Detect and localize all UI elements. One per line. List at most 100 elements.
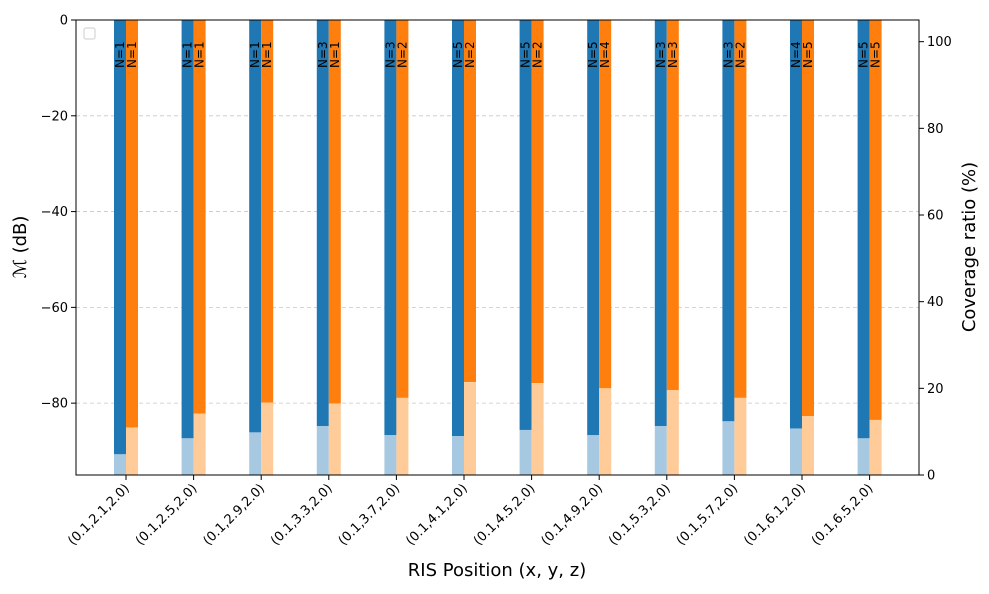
n-label: N=5 (519, 41, 533, 68)
right-y-axis: 0 20 40 60 80 100 (919, 35, 952, 484)
metric-bar (869, 20, 882, 420)
x-tick-label: (0.1,2.9,2.0) (201, 481, 268, 548)
n-label: N=4 (789, 41, 803, 68)
bars (114, 20, 882, 475)
metric-bar (587, 20, 600, 436)
x-tick-label: (0.1,6.5,2.0) (809, 481, 876, 548)
metric-bar (328, 20, 341, 404)
right-y-tick-label: 80 (927, 122, 944, 137)
left-y-tick-label: −60 (41, 301, 68, 316)
right-y-tick-label: 0 (927, 469, 935, 484)
metric-bar (452, 20, 464, 437)
metric-bar (802, 20, 814, 417)
coverage-bar (114, 454, 126, 475)
x-tick-label: (0.1,5.7,2.0) (674, 481, 741, 548)
x-tick-label: (0.1,4.1,2.0) (403, 481, 470, 548)
n-label: N=5 (869, 41, 883, 68)
metric-bar (722, 20, 735, 422)
n-label: N=2 (463, 41, 477, 68)
n-label: N=1 (193, 41, 207, 68)
n-label: N=2 (733, 41, 747, 68)
metric-bar (857, 20, 870, 439)
n-label: N=5 (451, 41, 465, 68)
n-label: N=2 (395, 41, 409, 68)
coverage-bar (464, 382, 476, 475)
coverage-bar (181, 438, 194, 475)
metric-bar (790, 20, 802, 429)
x-tick-label: (0.1,2.5,2.0) (133, 481, 200, 548)
metric-bar (531, 20, 544, 384)
coverage-bar (519, 429, 532, 475)
metric-bar (249, 20, 262, 433)
metric-bar (734, 20, 747, 398)
metric-bar (181, 20, 194, 439)
coverage-bar (396, 397, 409, 475)
metric-bar (126, 20, 138, 428)
metric-bar (396, 20, 409, 398)
n-label: N=3 (654, 41, 668, 68)
metric-bar (316, 20, 329, 427)
x-tick-label: (0.1,2.1,2.0) (65, 481, 132, 548)
coverage-bar (857, 438, 870, 475)
n-label: N=3 (666, 41, 680, 68)
n-label: N=5 (586, 41, 600, 68)
metric-bar (193, 20, 206, 414)
metric-bar (114, 20, 126, 455)
coverage-bar (531, 383, 544, 475)
left-y-tick-label: −20 (41, 109, 68, 124)
x-tick-label: (0.1,5.3,2.0) (606, 481, 673, 548)
coverage-bar (328, 403, 341, 475)
metric-bar (261, 20, 274, 403)
left-y-tick-label: −40 (41, 205, 68, 220)
right-y-tick-label: 40 (927, 295, 944, 310)
x-tick-label: (0.1,3.3,2.0) (268, 481, 335, 548)
x-tick-label: (0.1,4.5,2.0) (471, 481, 538, 548)
left-y-axis-label: ℳ (dB) (10, 216, 31, 279)
coverage-bar (452, 436, 464, 475)
n-label: N=1 (113, 41, 127, 68)
n-label: N=5 (801, 41, 815, 68)
coverage-bar (193, 413, 206, 475)
coverage-bar (802, 416, 814, 475)
n-label: N=3 (383, 41, 397, 68)
coverage-bar (869, 419, 882, 475)
n-label: N=1 (125, 41, 139, 68)
n-label: N=1 (248, 41, 262, 68)
coverage-bar (734, 397, 747, 475)
coverage-bar (599, 388, 612, 475)
n-label: N=4 (598, 41, 612, 68)
x-axis-label: RIS Position (x, y, z) (408, 560, 586, 581)
coverage-bar (654, 426, 667, 475)
metric-bar (519, 20, 532, 430)
n-label: N=1 (260, 41, 274, 68)
legend-box (83, 27, 96, 40)
x-axis: (0.1,2.1,2.0) (0.1,2.5,2.0) (0.1,2.9,2.0)(… (65, 475, 876, 549)
coverage-bar (316, 426, 329, 475)
right-y-axis-label: Coverage ratio (%) (959, 162, 980, 332)
metric-bar (464, 20, 476, 383)
gridlines (76, 115, 919, 404)
coverage-bar (587, 435, 600, 475)
x-tick-label: (0.1,6.1,2.0) (741, 481, 808, 548)
coverage-bar (384, 435, 397, 475)
right-y-tick-label: 20 (927, 382, 944, 397)
n-label: N=3 (721, 41, 735, 68)
n-labels: N=1N=1 N=1N=1 N=1N=1 N=3N=1 N=3N=2 N=5N=2 N=5N… (113, 41, 883, 68)
x-tick-label: (0.1,3.7,2.0) (336, 481, 403, 548)
x-tick-label: (0.1,4.9,2.0) (539, 481, 606, 548)
right-y-tick-label: 100 (927, 35, 952, 50)
coverage-bar (790, 428, 802, 475)
metric-bar (599, 20, 612, 389)
coverage-bar (261, 402, 274, 475)
left-y-tick-label: 0 (60, 14, 68, 29)
right-y-tick-label: 60 (927, 209, 944, 224)
left-y-tick-label: −80 (41, 397, 68, 412)
n-label: N=1 (181, 41, 195, 68)
metric-bar (666, 20, 679, 391)
n-label: N=5 (857, 41, 871, 68)
metric-bar (654, 20, 667, 427)
left-y-axis: 0 −20 −40 −60 −80 (41, 14, 76, 412)
n-label: N=3 (316, 41, 330, 68)
n-label: N=2 (531, 41, 545, 68)
